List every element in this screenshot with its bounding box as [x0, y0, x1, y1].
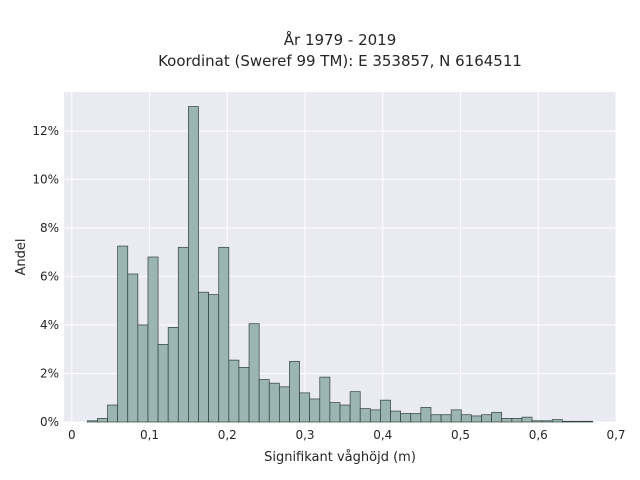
- histogram-bar: [107, 404, 118, 423]
- histogram-bar: [400, 413, 412, 423]
- x-tick-label: 0,2: [218, 428, 237, 442]
- histogram-bar: [198, 291, 209, 423]
- histogram-bar: [208, 294, 220, 423]
- histogram-bar: [380, 399, 391, 423]
- histogram-bar: [460, 414, 472, 423]
- x-axis-ticks: 0 0,1 0,2 0,3 0,4 0,5 0,6 0,7: [68, 428, 626, 442]
- histogram-bar: [248, 323, 260, 423]
- histogram-bar: [521, 416, 533, 423]
- histogram-bar: [501, 418, 513, 423]
- y-tick-label: 8%: [40, 221, 59, 235]
- histogram-bar: [450, 409, 462, 423]
- histogram-bar: [582, 420, 594, 423]
- histogram-bars: [86, 106, 594, 423]
- histogram-bar: [188, 106, 199, 423]
- y-tick-label: 2%: [40, 366, 59, 380]
- x-tick-label: 0,7: [606, 428, 625, 442]
- histogram-bar: [177, 246, 189, 423]
- histogram-bar: [309, 398, 321, 423]
- x-tick-label: 0,3: [295, 428, 314, 442]
- histogram-bar: [147, 256, 159, 423]
- histogram-bar: [551, 419, 563, 423]
- histogram-bar: [369, 409, 381, 423]
- y-tick-label: 6%: [40, 269, 59, 283]
- histogram-bar: [319, 376, 331, 423]
- y-tick-label: 12%: [32, 124, 59, 138]
- x-tick-label: 0,1: [140, 428, 159, 442]
- histogram-bar: [481, 414, 492, 423]
- histogram-bar: [410, 413, 422, 423]
- histogram-bar: [471, 415, 482, 423]
- histogram-bar: [491, 411, 503, 423]
- histogram-bar: [572, 420, 583, 423]
- x-tick-label: 0,4: [373, 428, 392, 442]
- histogram-bar: [359, 408, 371, 423]
- histogram-bar: [268, 382, 280, 423]
- y-tick-label: 4%: [40, 318, 59, 332]
- histogram-bar: [531, 420, 543, 423]
- histogram-bar: [390, 410, 401, 423]
- histogram-bar: [137, 324, 149, 423]
- histogram-bar: [339, 404, 351, 423]
- histogram-bar: [329, 402, 341, 423]
- histogram-bar: [228, 359, 240, 423]
- histogram-bar: [117, 245, 129, 423]
- histogram-bar: [349, 391, 361, 423]
- histogram-bar: [279, 386, 290, 423]
- histogram-bar: [511, 418, 523, 423]
- histogram-bar: [97, 418, 108, 423]
- y-axis-ticks: 0% 2% 4% 6% 8% 10% 12%: [32, 124, 59, 429]
- x-tick-label: 0: [68, 428, 76, 442]
- chart-title-line2: Koordinat (Sweref 99 TM): E 353857, N 61…: [158, 52, 522, 70]
- x-tick-label: 0,5: [451, 428, 470, 442]
- histogram-bar: [167, 327, 179, 423]
- y-tick-label: 0%: [40, 415, 59, 429]
- histogram-bar: [440, 414, 452, 423]
- histogram-bar: [420, 407, 432, 423]
- histogram-bar: [562, 420, 573, 423]
- chart-title-line1: År 1979 - 2019: [284, 30, 397, 49]
- histogram-bar: [86, 420, 98, 423]
- histogram-bar: [299, 392, 311, 423]
- histogram-bar: [430, 414, 442, 423]
- x-axis-label: Signifikant våghöjd (m): [264, 450, 416, 465]
- y-axis-label: Andel: [14, 239, 29, 276]
- histogram-bar: [127, 273, 139, 423]
- y-tick-label: 10%: [32, 172, 59, 186]
- x-tick-label: 0,6: [529, 428, 548, 442]
- histogram-bar: [157, 344, 169, 423]
- histogram-bar: [218, 246, 230, 423]
- histogram-bar: [238, 367, 250, 423]
- histogram-bar: [258, 379, 270, 423]
- histogram-bar: [541, 420, 553, 423]
- histogram-bar: [289, 360, 300, 423]
